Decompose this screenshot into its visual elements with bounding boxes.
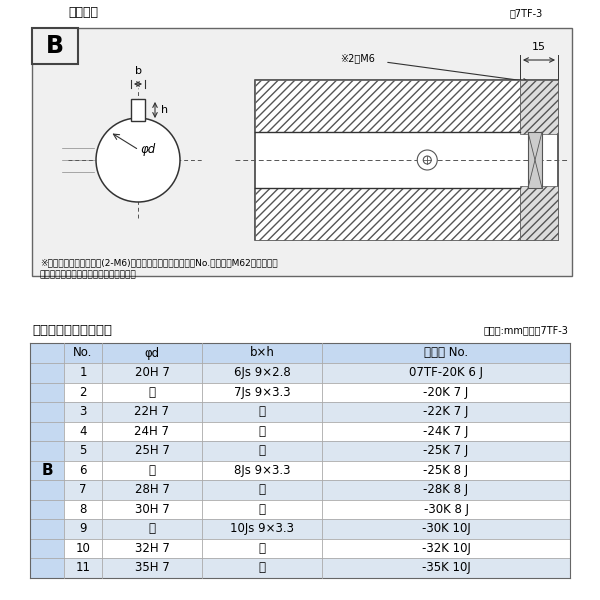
Text: 〃: 〃	[259, 425, 265, 438]
Text: b×h: b×h	[250, 346, 274, 359]
Bar	[64, 539, 570, 558]
Text: （セットボルトは付属されています。）: （セットボルトは付属されています。）	[40, 271, 137, 280]
Text: 1: 1	[79, 366, 87, 379]
Bar	[64, 421, 570, 441]
Text: B: B	[41, 463, 53, 478]
Text: 〃: 〃	[149, 522, 155, 535]
Text: 30H 7: 30H 7	[134, 503, 169, 516]
Bar	[64, 383, 570, 402]
Text: 4: 4	[79, 425, 87, 438]
Bar	[30, 343, 570, 363]
Text: 〃: 〃	[259, 483, 265, 496]
Text: 15: 15	[532, 42, 546, 52]
Circle shape	[417, 150, 437, 170]
Text: 25H 7: 25H 7	[134, 444, 169, 457]
Bar	[255, 80, 558, 240]
Text: -30K 10J: -30K 10J	[422, 522, 470, 535]
Text: -24K 7 J: -24K 7 J	[424, 425, 469, 438]
Text: 6Js 9×2.8: 6Js 9×2.8	[233, 366, 290, 379]
Bar	[64, 519, 570, 539]
Text: 〃: 〃	[259, 405, 265, 418]
Text: 〃: 〃	[149, 464, 155, 477]
Text: 10: 10	[76, 542, 91, 555]
Text: ※セットボルト用タップ(2-M6)が必要な場合は右記コードNo.の末尾にM62を付ける。: ※セットボルト用タップ(2-M6)が必要な場合は右記コードNo.の末尾にM62を…	[40, 259, 278, 268]
Text: 〃: 〃	[259, 503, 265, 516]
Text: -25K 8 J: -25K 8 J	[424, 464, 469, 477]
Text: No.: No.	[73, 346, 92, 359]
Text: 〃: 〃	[259, 444, 265, 457]
Text: 32H 7: 32H 7	[134, 542, 169, 555]
Bar	[131, 99, 145, 121]
Bar	[64, 499, 570, 519]
Bar	[64, 363, 570, 383]
Text: B: B	[46, 34, 64, 58]
Bar	[520, 186, 558, 240]
Bar	[64, 558, 570, 577]
Text: 3: 3	[79, 405, 86, 418]
Text: 22H 7: 22H 7	[134, 405, 170, 418]
Text: （単位:mm）　表7TF-3: （単位:mm） 表7TF-3	[483, 325, 568, 335]
Text: 11: 11	[76, 561, 91, 574]
Bar	[64, 441, 570, 461]
Text: φd: φd	[145, 346, 160, 359]
Text: 24H 7: 24H 7	[134, 425, 170, 438]
Text: 28H 7: 28H 7	[134, 483, 169, 496]
Bar	[64, 402, 570, 421]
Text: ※2－M6: ※2－M6	[340, 53, 375, 63]
Text: 〃: 〃	[259, 542, 265, 555]
Text: 6: 6	[79, 464, 87, 477]
Text: 8Js 9×3.3: 8Js 9×3.3	[234, 464, 290, 477]
Text: -28K 8 J: -28K 8 J	[424, 483, 469, 496]
Bar	[520, 80, 558, 134]
Circle shape	[96, 118, 180, 202]
Text: 9: 9	[79, 522, 87, 535]
Text: φd: φd	[140, 143, 155, 157]
Text: 20H 7: 20H 7	[134, 366, 169, 379]
Bar	[255, 80, 520, 132]
Bar	[32, 28, 572, 276]
Bar	[255, 188, 520, 240]
Text: -22K 7 J: -22K 7 J	[424, 405, 469, 418]
Text: -25K 7 J: -25K 7 J	[424, 444, 469, 457]
Text: 軸穴形状: 軸穴形状	[68, 7, 98, 19]
Bar	[30, 363, 64, 577]
Text: 〃: 〃	[149, 386, 155, 399]
Text: 07TF-20K 6 J: 07TF-20K 6 J	[409, 366, 483, 379]
Text: 軸穴形状コード一覧表: 軸穴形状コード一覧表	[32, 323, 112, 337]
Text: -30K 8 J: -30K 8 J	[424, 503, 469, 516]
Text: コード No.: コード No.	[424, 346, 468, 359]
Text: 5: 5	[79, 444, 86, 457]
Circle shape	[423, 156, 431, 164]
Bar	[64, 480, 570, 499]
Text: h: h	[161, 105, 168, 115]
Text: 7: 7	[79, 483, 87, 496]
Text: 2: 2	[79, 386, 87, 399]
Text: -32K 10J: -32K 10J	[422, 542, 470, 555]
Text: b: b	[134, 66, 142, 76]
Bar	[528, 132, 542, 188]
Text: 10Js 9×3.3: 10Js 9×3.3	[230, 522, 294, 535]
Text: 35H 7: 35H 7	[134, 561, 169, 574]
Text: 〃: 〃	[259, 561, 265, 574]
Text: -35K 10J: -35K 10J	[422, 561, 470, 574]
Text: 8: 8	[79, 503, 86, 516]
Text: 7Js 9×3.3: 7Js 9×3.3	[233, 386, 290, 399]
Bar	[32, 28, 78, 64]
Text: 図7TF-3: 図7TF-3	[510, 8, 543, 18]
Bar	[64, 461, 570, 480]
Text: -20K 7 J: -20K 7 J	[424, 386, 469, 399]
